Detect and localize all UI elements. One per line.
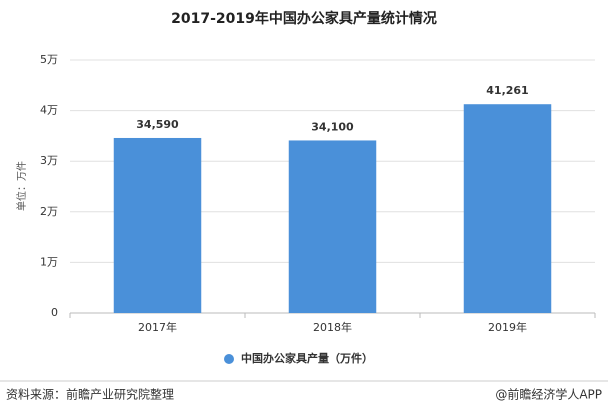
bar (463, 104, 552, 314)
credit: @前瞻经济学人APP (495, 387, 602, 402)
y-tick-label: 3万 (40, 154, 58, 167)
legend-marker (224, 354, 234, 364)
y-tick-label: 4万 (40, 104, 58, 117)
y-tick-label: 0 (51, 306, 58, 319)
value-label: 41,261 (486, 84, 528, 97)
value-label: 34,100 (311, 120, 354, 133)
x-tick-label: 2019年 (488, 320, 527, 334)
x-tick-label: 2018年 (313, 320, 352, 334)
y-tick-label: 1万 (40, 255, 58, 268)
y-tick-label: 5万 (40, 53, 58, 66)
chart-title: 2017-2019年中国办公家具产量统计情况 (171, 10, 437, 27)
source: 资料来源：前瞻产业研究院整理 (6, 387, 174, 402)
bar (113, 137, 202, 313)
x-tick-label: 2017年 (138, 320, 177, 334)
y-tick-label: 2万 (40, 205, 58, 218)
value-label: 34,590 (136, 118, 179, 131)
y-axis-title: 单位：万件 (15, 161, 28, 211)
bar (288, 140, 377, 313)
legend-label: 中国办公家具产量（万件） (241, 351, 373, 365)
